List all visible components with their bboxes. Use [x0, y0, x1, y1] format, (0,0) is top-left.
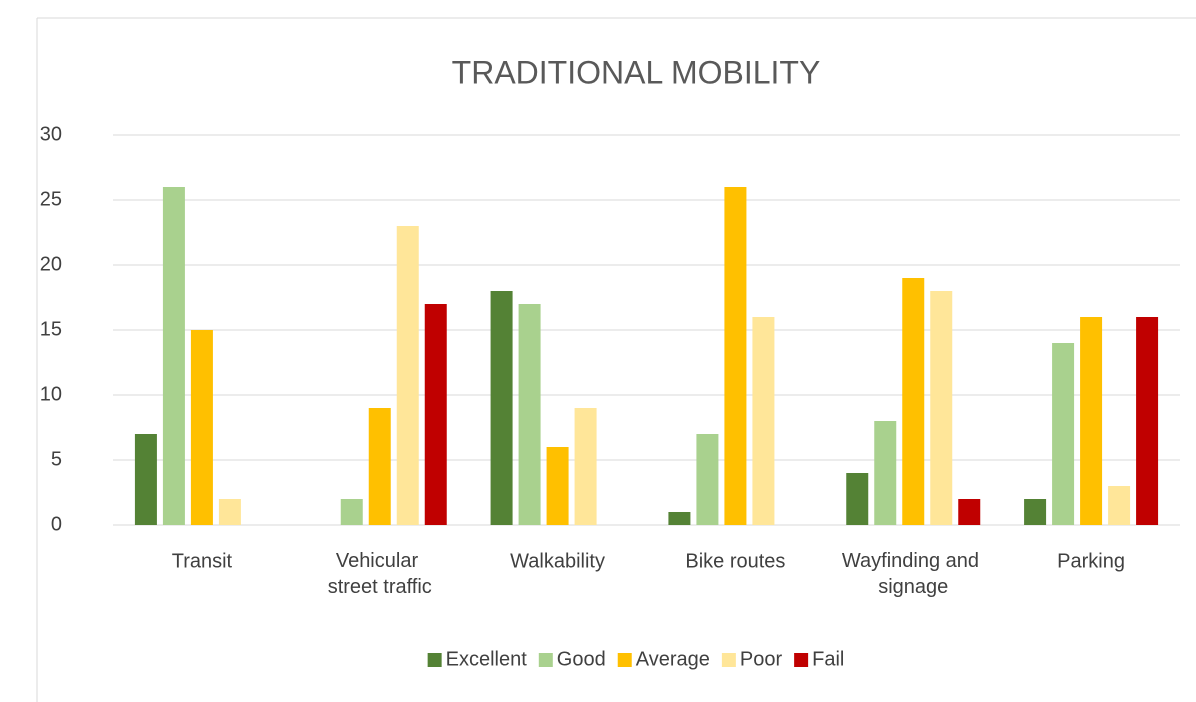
bar — [1052, 343, 1075, 525]
bar — [752, 317, 775, 525]
bar — [190, 330, 213, 525]
bar — [218, 499, 241, 525]
bar — [396, 226, 419, 525]
bar — [134, 434, 157, 525]
bar — [368, 408, 391, 525]
x-tick-label: Bike routes — [685, 550, 785, 572]
bar — [724, 187, 747, 525]
bar — [574, 408, 597, 525]
x-tick-label: Wayfinding and signage — [842, 550, 985, 598]
y-tick-label: 5 — [51, 448, 62, 470]
legend-swatch — [721, 653, 736, 667]
y-tick-label: 20 — [40, 253, 62, 275]
y-tick-label: 15 — [40, 318, 62, 340]
bar — [846, 473, 869, 525]
bar — [696, 434, 719, 525]
bar — [490, 291, 513, 525]
bar — [424, 304, 447, 525]
bar — [902, 278, 925, 525]
y-tick-label: 0 — [51, 513, 62, 535]
legend-swatch — [538, 653, 553, 667]
bar — [162, 187, 185, 525]
legend-label: Average — [636, 648, 710, 670]
bar — [340, 499, 363, 525]
bar — [930, 291, 953, 525]
bar — [1136, 317, 1159, 525]
x-tick-label: Walkability — [510, 550, 605, 572]
bar — [546, 447, 569, 525]
bar — [1024, 499, 1047, 525]
legend-swatch — [794, 653, 809, 667]
x-tick-label: Parking — [1057, 550, 1125, 572]
x-tick-label: Transit — [172, 550, 233, 572]
y-tick-label: 25 — [40, 188, 62, 210]
legend-label: Good — [557, 648, 606, 670]
bar — [958, 499, 981, 525]
x-tick-label: Vehicular street traffic — [328, 550, 432, 598]
bar — [1080, 317, 1103, 525]
legend-label: Poor — [740, 648, 783, 670]
chart-title: TRADITIONAL MOBILITY — [452, 54, 821, 90]
legend-label: Fail — [812, 648, 844, 670]
bar — [1108, 486, 1131, 525]
bar — [668, 512, 691, 525]
legend-swatch — [617, 653, 632, 667]
bar — [874, 421, 897, 525]
legend-label: Excellent — [446, 648, 528, 670]
y-tick-label: 10 — [40, 383, 62, 405]
legend-swatch — [427, 653, 442, 667]
bar — [518, 304, 541, 525]
y-tick-label: 30 — [40, 123, 62, 145]
